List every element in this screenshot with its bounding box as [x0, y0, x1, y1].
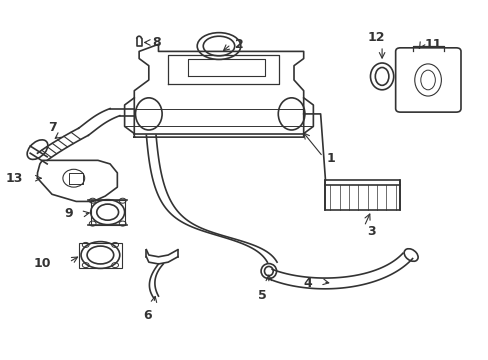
Text: 7: 7 — [47, 121, 56, 134]
Text: 2: 2 — [234, 38, 243, 51]
Text: 3: 3 — [367, 225, 375, 238]
Text: 4: 4 — [303, 277, 312, 290]
Text: 11: 11 — [424, 38, 441, 51]
Text: 6: 6 — [143, 309, 152, 321]
Text: 9: 9 — [64, 207, 73, 220]
Text: 10: 10 — [34, 257, 51, 270]
Text: 8: 8 — [152, 36, 161, 49]
Text: 5: 5 — [258, 289, 266, 302]
Text: 13: 13 — [5, 172, 23, 185]
Text: 1: 1 — [326, 152, 335, 165]
Text: 12: 12 — [367, 31, 384, 44]
